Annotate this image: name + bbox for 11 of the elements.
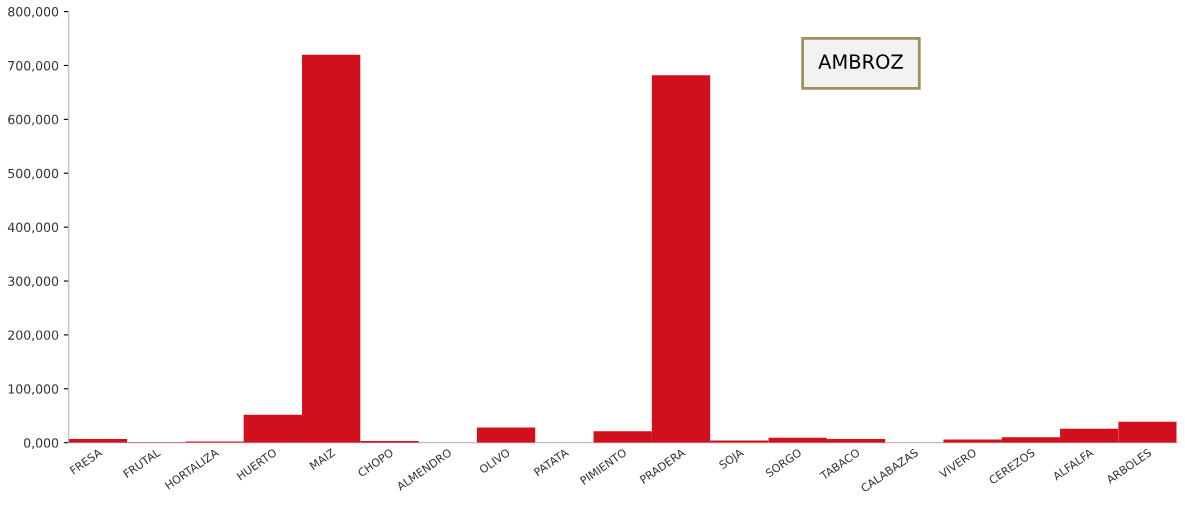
y-tick-label: 300,000 xyxy=(8,276,59,288)
y-tick-label: 200,000 xyxy=(8,330,59,342)
y-tick-label: 500,000 xyxy=(8,168,59,180)
y-tick-label: 800,000 xyxy=(8,7,59,18)
text: AMBROZ xyxy=(818,54,903,69)
y-tick-label: 0,000 xyxy=(24,438,59,449)
y-tick-label: 600,000 xyxy=(8,114,59,126)
y-tick-label: 100,000 xyxy=(8,384,59,395)
bar xyxy=(476,427,536,443)
y-tick-label: 400,000 xyxy=(7,222,59,234)
y-tick-label: 700,000 xyxy=(8,60,59,72)
